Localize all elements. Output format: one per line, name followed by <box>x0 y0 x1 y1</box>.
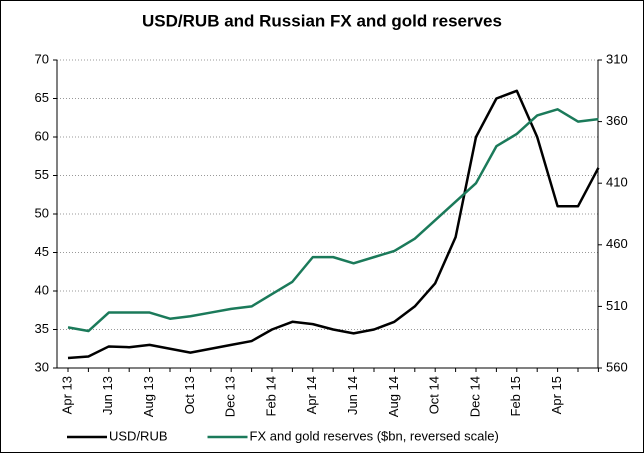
x-tick-label: Aug 14 <box>386 376 401 417</box>
x-tick-label: Aug 13 <box>141 376 156 417</box>
y2-tick-label: 560 <box>606 359 628 374</box>
y-tick-label: 50 <box>35 205 49 220</box>
x-tick-label: Apr 15 <box>549 376 564 414</box>
x-tick-label: Jun 14 <box>345 376 360 415</box>
y-tick-label: 45 <box>35 244 49 259</box>
x-tick-label: Feb 15 <box>508 376 523 416</box>
x-tick-label: Jun 13 <box>100 376 115 415</box>
x-tick-label: Dec 13 <box>223 376 238 417</box>
x-tick-label: Oct 14 <box>427 376 442 414</box>
legend-label: USD/RUB <box>109 428 168 443</box>
x-tick-label: Feb 14 <box>263 376 278 416</box>
y2-tick-label: 360 <box>606 113 628 128</box>
legend-label: FX and gold reserves ($bn, reversed scal… <box>250 428 499 443</box>
series-line <box>67 108 599 333</box>
y-tick-label: 55 <box>35 167 49 182</box>
y-tick-label: 40 <box>35 282 49 297</box>
x-tick-label: Dec 14 <box>467 376 482 417</box>
y2-tick-label: 310 <box>606 51 628 66</box>
x-tick-label: Apr 14 <box>304 376 319 414</box>
y-tick-label: 35 <box>35 321 49 336</box>
y-tick-label: 30 <box>35 359 49 374</box>
chart-title: USD/RUB and Russian FX and gold reserves <box>142 11 502 30</box>
y-tick-label: 60 <box>35 128 49 143</box>
y2-tick-label: 410 <box>606 175 628 190</box>
y2-tick-label: 460 <box>606 236 628 251</box>
x-tick-label: Apr 13 <box>59 376 74 414</box>
y-tick-label: 65 <box>35 90 49 105</box>
series-line <box>67 89 600 360</box>
x-tick-label: Oct 13 <box>182 376 197 414</box>
y-tick-label: 70 <box>35 51 49 66</box>
y2-tick-label: 510 <box>606 298 628 313</box>
